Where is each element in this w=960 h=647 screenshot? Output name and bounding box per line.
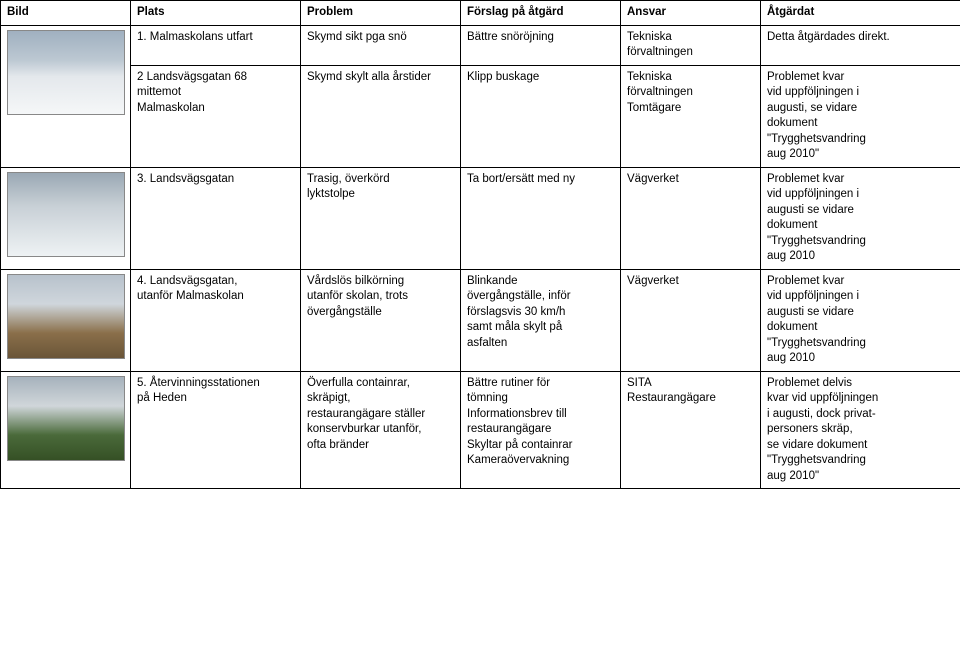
cell-plats: 2 Landsvägsgatan 68mittemotMalmaskolan [131,65,301,167]
cell-forslag: Ta bort/ersätt med ny [461,167,621,269]
col-header-problem: Problem [301,1,461,26]
table-row: 3. Landsvägsgatan Trasig, överkördlyktst… [1,167,960,269]
table-row: 4. Landsvägsgatan,utanför Malmaskolan Vå… [1,269,960,371]
table-row: 2 Landsvägsgatan 68mittemotMalmaskolan S… [1,65,960,167]
col-header-bild: Bild [1,1,131,26]
cell-plats: 3. Landsvägsgatan [131,167,301,269]
photo-thumbnail [7,376,125,461]
col-header-ansvar: Ansvar [621,1,761,26]
cell-ansvar: Vägverket [621,269,761,371]
cell-problem: Vårdslös bilkörningutanför skolan, trots… [301,269,461,371]
cell-forslag: Bättre rutiner förtömningInformationsbre… [461,371,621,489]
cell-problem: Överfulla containrar,skräpigt,restaurang… [301,371,461,489]
cell-problem: Skymd sikt pga snö [301,25,461,65]
cell-ansvar: TekniskaförvaltningenTomtägare [621,65,761,167]
photo-thumbnail [7,30,125,115]
cell-atgardat: Problemet kvarvid uppföljningen iaugusti… [761,167,960,269]
cell-problem: Skymd skylt alla årstider [301,65,461,167]
cell-image [1,25,131,167]
cell-plats: 5. Återvinningsstationenpå Heden [131,371,301,489]
col-header-forslag: Förslag på åtgärd [461,1,621,26]
cell-plats: 4. Landsvägsgatan,utanför Malmaskolan [131,269,301,371]
cell-image [1,371,131,489]
cell-atgardat: Problemet kvarvid uppföljningen iaugusti… [761,65,960,167]
table-header-row: Bild Plats Problem Förslag på åtgärd Ans… [1,1,960,26]
cell-atgardat: Detta åtgärdades direkt. [761,25,960,65]
cell-ansvar: Vägverket [621,167,761,269]
cell-atgardat: Problemet kvarvid uppföljningen i august… [761,269,960,371]
cell-plats: 1. Malmaskolans utfart [131,25,301,65]
cell-forslag: Bättre snöröjning [461,25,621,65]
cell-problem: Trasig, överkördlyktstolpe [301,167,461,269]
cell-forslag: Klipp buskage [461,65,621,167]
issues-table: Bild Plats Problem Förslag på åtgärd Ans… [0,0,960,489]
cell-image [1,167,131,269]
cell-forslag: Blinkandeövergångställe, införförslagsvi… [461,269,621,371]
col-header-atgardat: Åtgärdat [761,1,960,26]
table-row: 1. Malmaskolans utfart Skymd sikt pga sn… [1,25,960,65]
cell-ansvar: SITARestaurangägare [621,371,761,489]
cell-ansvar: Tekniskaförvaltningen [621,25,761,65]
table-row: 5. Återvinningsstationenpå Heden Överful… [1,371,960,489]
col-header-plats: Plats [131,1,301,26]
cell-atgardat: Problemet delviskvar vid uppföljningeni … [761,371,960,489]
photo-thumbnail [7,274,125,359]
photo-thumbnail [7,172,125,257]
cell-image [1,269,131,371]
